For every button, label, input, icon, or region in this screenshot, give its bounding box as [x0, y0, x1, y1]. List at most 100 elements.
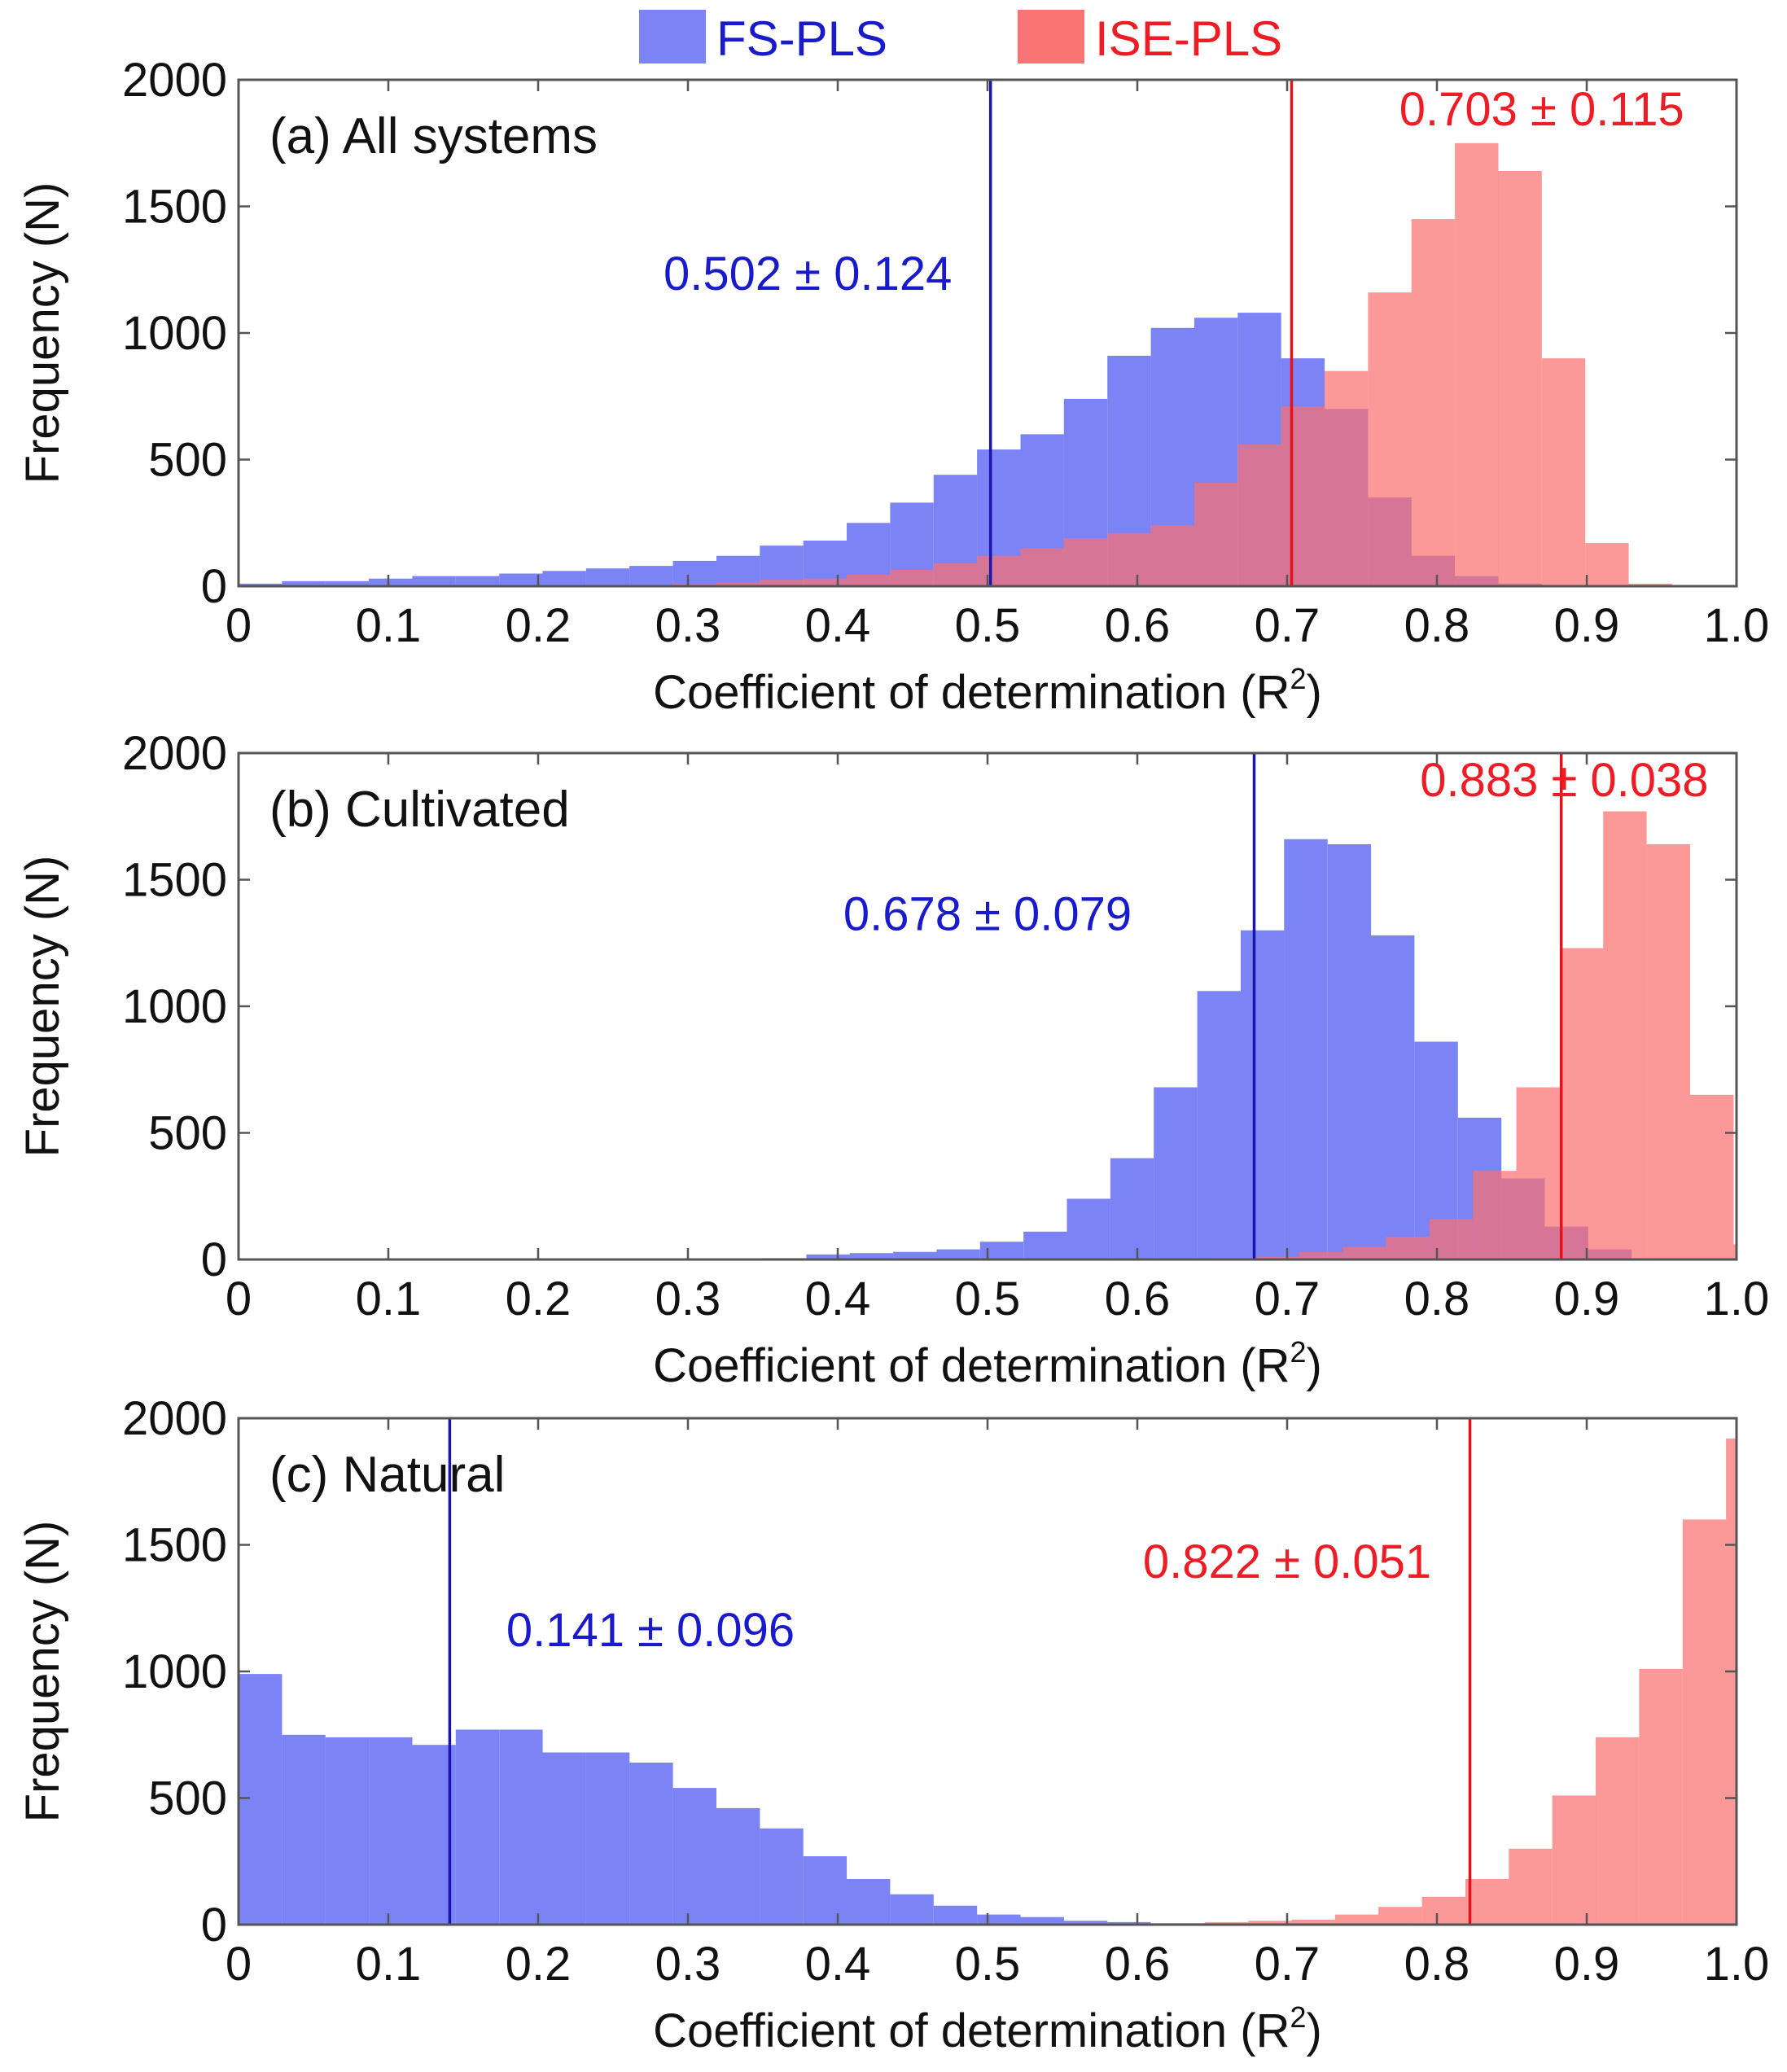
panel-all-systems: 0.502 ± 0.124 0.703 ± 0.115 0 0.1 0.2 0.3 0.4 0… — [16, 54, 1769, 719]
legend: FS-PLS ISE-PLS — [639, 10, 1282, 66]
bar-fs-pls — [499, 1729, 543, 1925]
bar-fs-pls — [716, 555, 760, 586]
bar-ise-pls — [1368, 292, 1412, 586]
x-tick-label: 0.6 — [1105, 1938, 1171, 1991]
bar-fs-pls — [585, 1752, 630, 1925]
x-tick-label: 0.1 — [356, 1273, 422, 1325]
bar-fs-pls — [542, 571, 586, 586]
bar-ise-pls — [1421, 1896, 1465, 1925]
x-tick-label: 0.9 — [1554, 1273, 1620, 1325]
bar-fs-pls — [977, 1914, 1021, 1925]
bar-fs-pls — [499, 573, 543, 586]
bar-ise-pls — [1342, 1246, 1386, 1259]
bar-ise-pls — [1334, 1914, 1379, 1925]
bar-ise-pls — [672, 583, 716, 586]
x-tick-label: 1.0 — [1704, 1273, 1770, 1325]
x-tick-label: 0.7 — [1255, 599, 1321, 652]
bar-fs-pls — [239, 583, 283, 586]
x-tick-label: 0.2 — [506, 1273, 572, 1325]
bar-fs-pls — [806, 1254, 850, 1259]
series-ise-pls — [1212, 811, 1737, 1259]
bar-ise-pls — [1639, 1668, 1683, 1925]
bar-fs-pls — [1197, 991, 1241, 1259]
bar-fs-pls — [1284, 839, 1328, 1259]
panel-cultivated: 0.678 ± 0.079 0.883 ± 0.038 0 0.1 0.2 0.3 0.4 0… — [16, 727, 1769, 1392]
bar-fs-pls — [760, 545, 804, 586]
bar-ise-pls — [1682, 1519, 1727, 1925]
mean-label-ise-pls: 0.822 ± 0.051 — [1143, 1535, 1431, 1588]
mean-label-fs-pls: 0.502 ± 0.124 — [664, 248, 952, 300]
legend-swatch-fs-pls — [639, 10, 706, 64]
x-tick-label: 0.5 — [955, 599, 1021, 652]
x-tick-label: 0.7 — [1255, 1938, 1321, 1991]
bar-ise-pls — [1291, 1919, 1335, 1925]
bar-ise-pls — [1386, 1237, 1430, 1259]
series-ise-pls — [585, 142, 1672, 587]
y-tick-label: 1500 — [122, 854, 227, 907]
bar-fs-pls — [325, 580, 370, 586]
bar-fs-pls — [1371, 935, 1415, 1259]
mean-label-ise-pls: 0.883 ± 0.038 — [1420, 754, 1708, 807]
bar-ise-pls — [1204, 1921, 1249, 1925]
y-tick-label: 0 — [201, 1233, 227, 1286]
y-axis-label: Frequency (N) — [16, 1521, 69, 1823]
bar-fs-pls — [847, 1879, 891, 1925]
x-tick-label: 0.3 — [655, 1938, 721, 1991]
x-tick-label: 0.7 — [1255, 1273, 1321, 1325]
series-ise-pls — [988, 1438, 1737, 1925]
x-tick-label: 0.8 — [1404, 599, 1470, 652]
bar-ise-pls — [803, 578, 848, 586]
y-axis-label: Frequency (N) — [16, 182, 69, 484]
bar-ise-pls — [1498, 171, 1542, 586]
bar-ise-pls — [1411, 219, 1456, 586]
bar-fs-pls — [760, 1828, 804, 1925]
bar-fs-pls — [849, 1253, 894, 1259]
bar-fs-pls — [1241, 930, 1285, 1259]
y-tick-label: 500 — [148, 1107, 227, 1160]
bar-ise-pls — [1455, 142, 1499, 587]
y-tick-label: 500 — [148, 1772, 227, 1825]
bar-ise-pls — [1726, 1438, 1737, 1925]
y-tick-label: 2000 — [122, 54, 227, 107]
y-tick-label: 1000 — [122, 980, 227, 1033]
legend-label-ise-pls: ISE-PLS — [1095, 11, 1282, 66]
x-tick-label: 0.4 — [805, 599, 871, 652]
bar-fs-pls — [1110, 1158, 1154, 1259]
bar-fs-pls — [803, 541, 848, 586]
bar-ise-pls — [1509, 1848, 1553, 1925]
x-tick-label: 0.1 — [356, 1938, 422, 1991]
x-tick-label: 0.4 — [805, 1273, 871, 1325]
bar-ise-pls — [1248, 1921, 1292, 1925]
x-tick-label: 0.5 — [955, 1938, 1021, 1991]
bar-fs-pls — [282, 1734, 326, 1925]
x-tick-label: 0.4 — [805, 1938, 871, 1991]
y-tick-label: 500 — [148, 434, 227, 487]
mean-label-fs-pls: 0.141 ± 0.096 — [506, 1604, 795, 1657]
bar-ise-pls — [890, 569, 934, 586]
x-tick-label: 0.8 — [1404, 1273, 1470, 1325]
bar-fs-pls — [412, 576, 456, 586]
bar-ise-pls — [933, 563, 978, 586]
bar-ise-pls — [1255, 1256, 1299, 1259]
bar-ise-pls — [1646, 844, 1690, 1259]
x-tick-label: 0.2 — [506, 599, 572, 652]
x-tick-label: 0 — [226, 1273, 252, 1325]
x-tick-label: 0 — [226, 599, 252, 652]
x-tick-label: 0.9 — [1554, 1938, 1620, 1991]
bar-fs-pls — [672, 560, 716, 586]
bar-ise-pls — [1063, 537, 1108, 586]
x-tick-label: 0.6 — [1105, 1273, 1171, 1325]
bar-ise-pls — [1150, 525, 1194, 586]
panel-title: (b) Cultivated — [269, 782, 570, 838]
legend-label-fs-pls: FS-PLS — [716, 11, 887, 66]
bar-fs-pls — [1063, 1921, 1108, 1925]
mean-label-fs-pls: 0.678 ± 0.079 — [843, 888, 1132, 941]
bar-ise-pls — [1603, 811, 1647, 1259]
bar-fs-pls — [1023, 1231, 1067, 1259]
bar-fs-pls — [369, 578, 413, 586]
y-tick-label: 1000 — [122, 1645, 227, 1698]
y-tick-label: 2000 — [122, 1392, 227, 1445]
x-tick-label: 0.9 — [1554, 599, 1620, 652]
x-axis-label: Coefficient of determination (R2) — [653, 2000, 1322, 2057]
